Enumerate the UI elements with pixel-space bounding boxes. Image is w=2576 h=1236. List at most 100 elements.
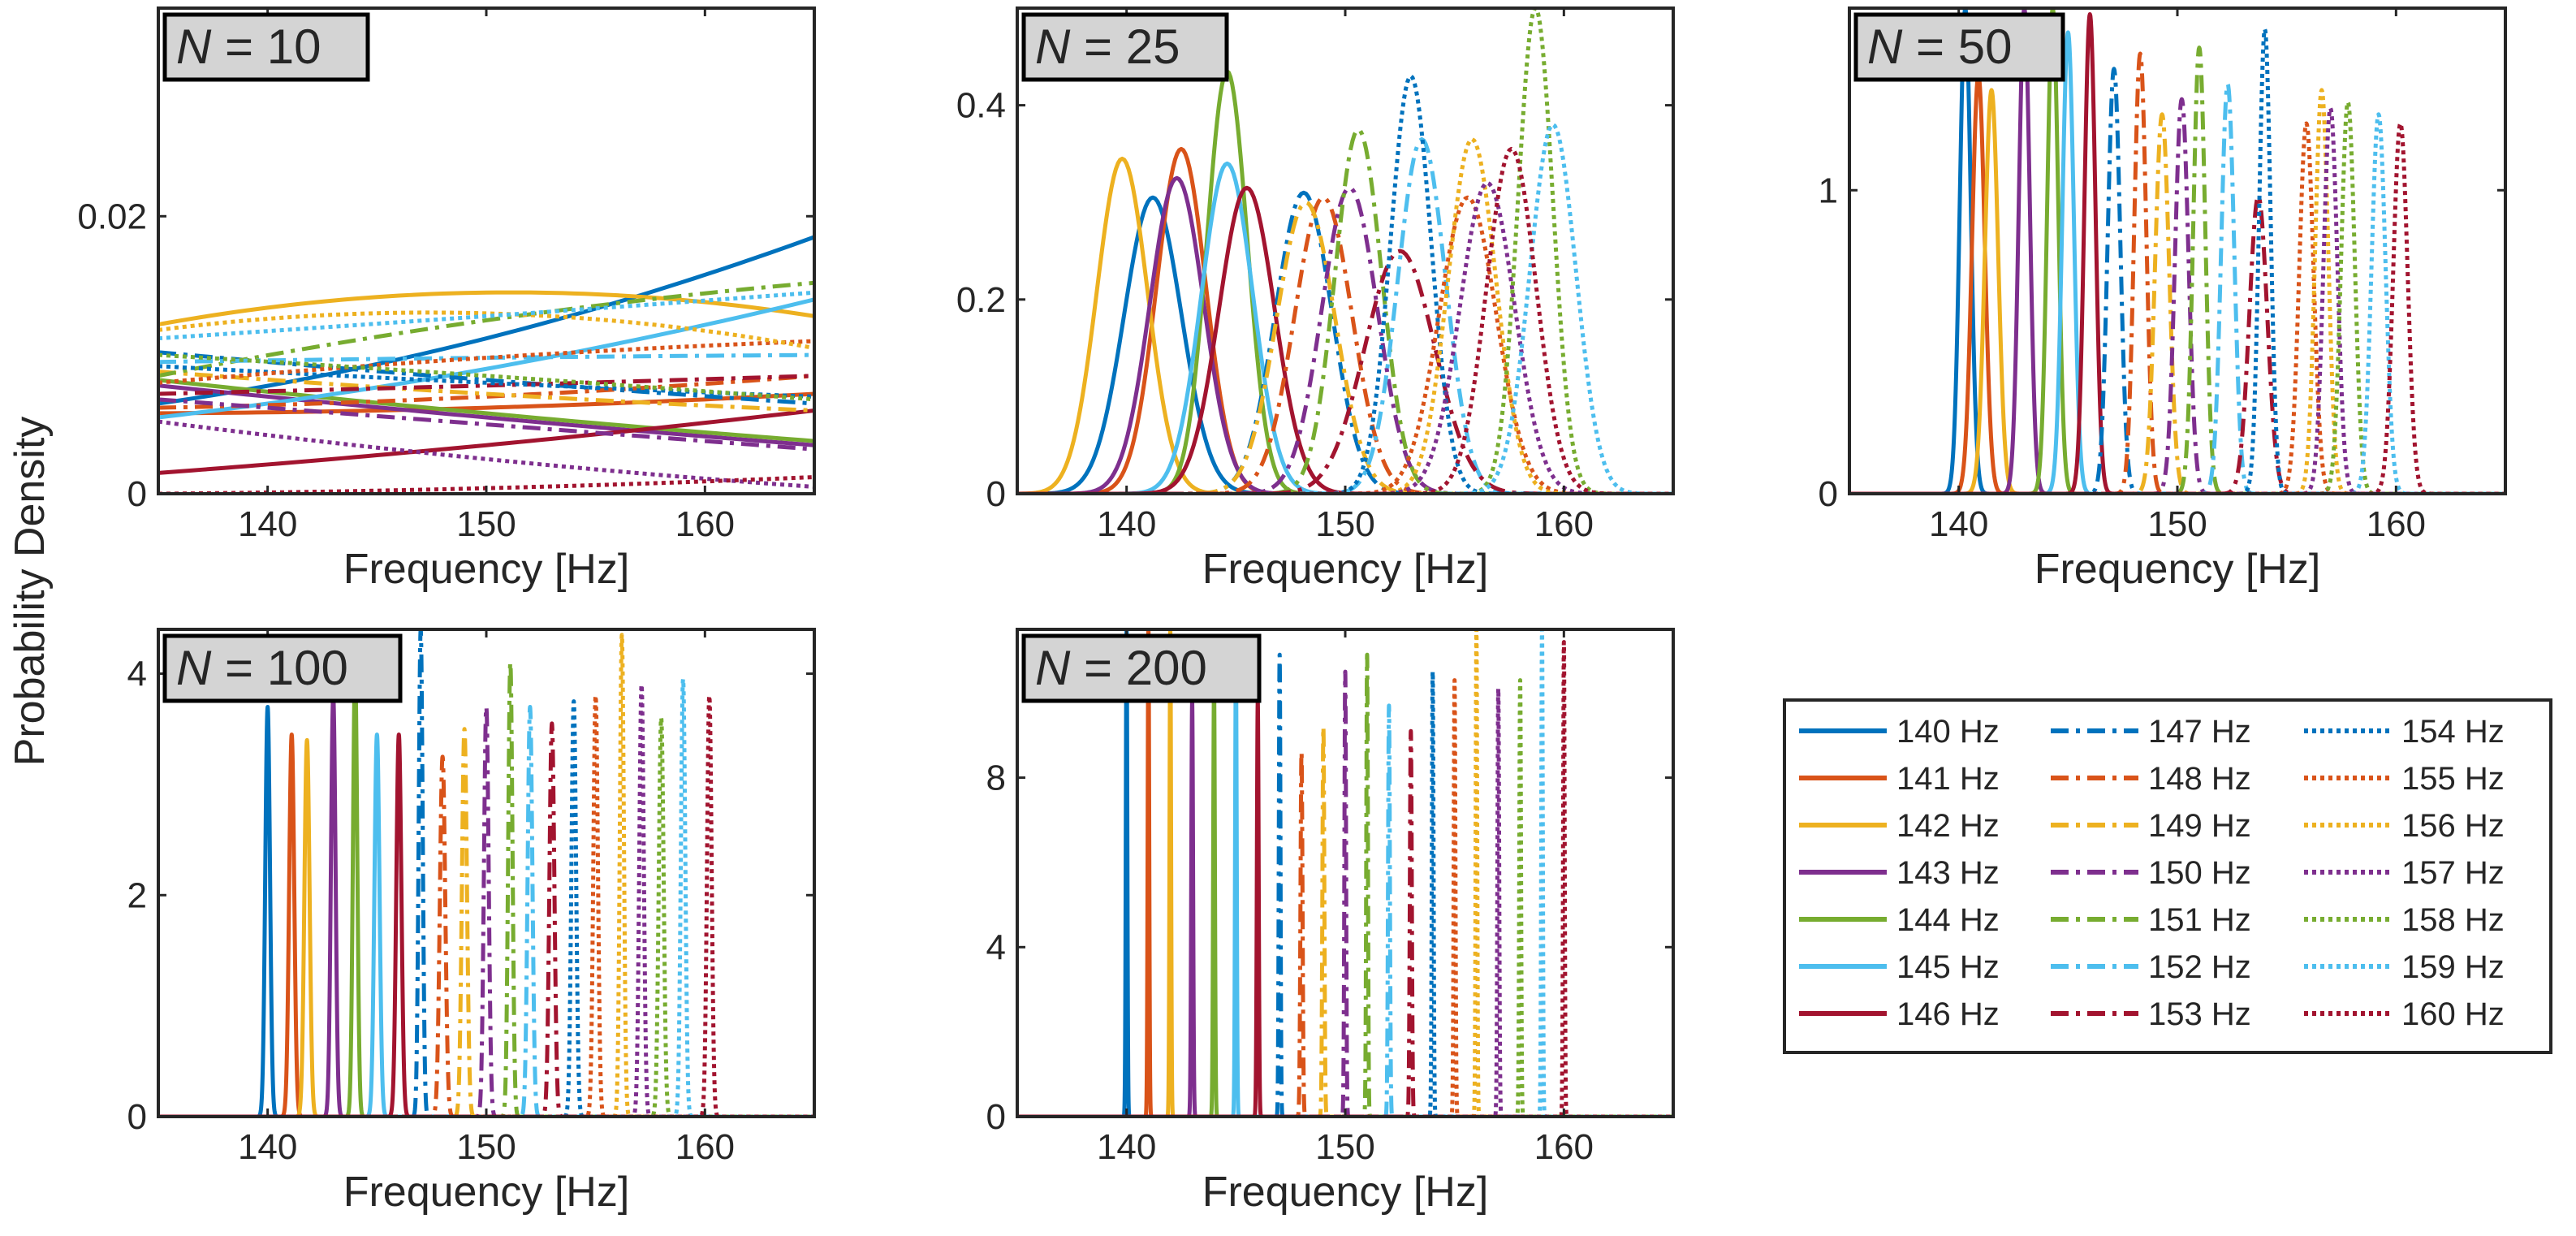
x-axis-label: Frequency [Hz]	[343, 546, 630, 593]
panel-title: N = 200	[1021, 633, 1262, 703]
y-tick-label: 0.4	[956, 86, 1006, 126]
y-tick-label: 0	[127, 1097, 147, 1137]
legend-item: 160 Hz	[2304, 996, 2505, 1032]
panel-title: N = 100	[162, 633, 403, 703]
series-line-149-hz	[158, 370, 814, 413]
y-tick-label: 0.2	[956, 280, 1006, 320]
title-text: N = 10	[176, 19, 321, 74]
title-text: N = 200	[1035, 641, 1207, 695]
x-axis-label: Frequency [Hz]	[1202, 546, 1489, 593]
title-text: N = 50	[1867, 19, 2012, 74]
x-tick-label: 140	[1929, 504, 1988, 544]
legend-label: 153 Hz	[2148, 996, 2251, 1032]
x-tick-label: 160	[1534, 1127, 1594, 1167]
x-tick-label: 150	[2147, 504, 2207, 544]
series-line-156-hz	[158, 310, 814, 351]
panel-2: 140 150 160 0 0.2 0.4 Frequency [Hz] N = 25	[956, 6, 1675, 593]
y-tick-label: 0	[1819, 474, 1838, 514]
title-text: N = 25	[1035, 19, 1180, 74]
x-tick-label: 140	[1097, 504, 1156, 544]
legend-label: 157 Hz	[2401, 855, 2505, 891]
legend-item: 141 Hz	[1799, 761, 2000, 797]
legend-item: 143 Hz	[1799, 855, 2000, 891]
legend-item: 144 Hz	[1799, 902, 2000, 938]
title-box	[162, 633, 403, 703]
legend-label: 151 Hz	[2148, 902, 2251, 938]
legend-label: 146 Hz	[1896, 996, 2000, 1032]
legend-label: 142 Hz	[1896, 808, 2000, 844]
x-tick-label: 160	[675, 504, 735, 544]
panel-1: 140 150 160 0 0.02 Frequency [Hz] N = 10	[77, 6, 816, 593]
series-line-141-hz	[158, 391, 814, 416]
panel-title: N = 25	[1021, 12, 1229, 82]
series-line-140-hz	[158, 235, 814, 406]
legend-box	[1783, 698, 2552, 1054]
legend-item: 155 Hz	[2304, 761, 2505, 797]
panel-5: 140 150 160 0 4 8 Frequency [Hz] N = 200	[986, 628, 1675, 1216]
x-tick-label: 150	[456, 1127, 516, 1167]
y-tick-label: 4	[127, 655, 147, 694]
legend-label: 147 Hz	[2148, 714, 2251, 750]
legend-item: 140 Hz	[1799, 714, 2000, 750]
legend-label: 154 Hz	[2401, 714, 2505, 750]
x-tick-label: 160	[675, 1127, 735, 1167]
panel-3: 140 150 160 0 1 Frequency [Hz] N = 50	[1819, 6, 2507, 593]
x-tick-label: 150	[1315, 1127, 1374, 1167]
legend-item: 157 Hz	[2304, 855, 2505, 891]
legend-label: 158 Hz	[2401, 902, 2505, 938]
y-tick-label: 0.02	[77, 197, 147, 236]
series-line-143-hz	[158, 383, 814, 447]
legend-item: 154 Hz	[2304, 714, 2505, 750]
series-line-155-hz	[158, 339, 814, 385]
title-box	[1853, 12, 2065, 82]
legend-item: 151 Hz	[2051, 902, 2251, 938]
legend-item: 156 Hz	[2304, 808, 2505, 844]
legend-item: 142 Hz	[1799, 808, 2000, 844]
x-tick-label: 150	[456, 504, 516, 544]
series-line-146-hz	[158, 408, 814, 475]
y-tick-label: 2	[127, 875, 147, 915]
legend-item: 150 Hz	[2051, 855, 2251, 891]
legend-item: 159 Hz	[2304, 949, 2505, 985]
legend-label: 155 Hz	[2401, 761, 2505, 797]
legend-label: 149 Hz	[2148, 808, 2251, 844]
legend-label: 152 Hz	[2148, 949, 2251, 985]
legend-label: 159 Hz	[2401, 949, 2505, 985]
y-tick-label: 0	[986, 1097, 1006, 1137]
x-tick-label: 160	[1534, 504, 1594, 544]
legend-label: 150 Hz	[2148, 855, 2251, 891]
legend-item: 146 Hz	[1799, 996, 2000, 1032]
title-box	[1021, 12, 1229, 82]
series-line-155-hz	[1017, 678, 1673, 1117]
legend-label: 145 Hz	[1896, 949, 2000, 985]
legend: 140 Hz 147 Hz 154 Hz 141 Hz 148 Hz 155 Hz 142 …	[1783, 698, 2552, 1054]
legend-label: 156 Hz	[2401, 808, 2505, 844]
title-box	[1021, 633, 1262, 703]
title-box	[162, 12, 370, 82]
panel-title: N = 50	[1853, 12, 2065, 82]
y-tick-label: 8	[986, 758, 1006, 798]
legend-item: 148 Hz	[2051, 761, 2251, 797]
x-axis-label: Frequency [Hz]	[343, 1169, 630, 1216]
legend-label: 140 Hz	[1896, 714, 2000, 750]
legend-label: 141 Hz	[1896, 761, 2000, 797]
series-line-158-hz	[158, 352, 814, 402]
x-tick-label: 140	[238, 504, 297, 544]
series-line-159-hz	[158, 290, 814, 341]
series-line-144-hz	[158, 378, 814, 443]
x-tick-label: 140	[238, 1127, 297, 1167]
plot-area	[1017, 8, 1673, 494]
series-line-145-hz	[158, 297, 814, 420]
y-tick-label: 0	[127, 474, 147, 514]
y-tick-label: 1	[1819, 171, 1838, 210]
y-tick-label: 4	[986, 927, 1006, 967]
x-tick-label: 160	[2367, 504, 2426, 544]
legend-item: 153 Hz	[2051, 996, 2251, 1032]
y-tick-label: 0	[986, 474, 1006, 514]
legend-item: 145 Hz	[1799, 949, 2000, 985]
legend-label: 148 Hz	[2148, 761, 2251, 797]
legend-item: 158 Hz	[2304, 902, 2505, 938]
x-tick-label: 150	[1315, 504, 1374, 544]
panel-title: N = 10	[162, 12, 370, 82]
